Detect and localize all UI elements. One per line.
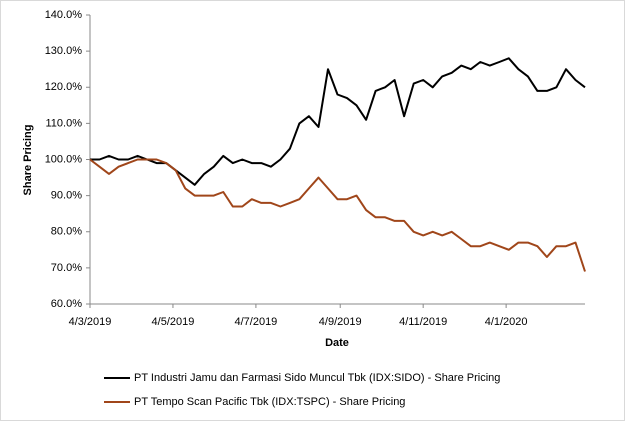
y-tick-label: 140.0% — [45, 9, 83, 21]
legend-label: PT Tempo Scan Pacific Tbk (IDX:TSPC) - S… — [134, 396, 405, 408]
x-tick-label: 4/1/2020 — [485, 316, 528, 328]
y-axis-title: Share Pricing — [22, 125, 34, 196]
y-tick-label: 100.0% — [45, 153, 83, 165]
y-tick-label: 130.0% — [45, 45, 83, 57]
x-axis-title: Date — [325, 337, 349, 349]
y-tick-label: 80.0% — [51, 226, 82, 238]
y-tick-label: 120.0% — [45, 81, 83, 93]
y-tick-label: 70.0% — [51, 262, 82, 274]
y-tick-label: 90.0% — [51, 190, 82, 202]
legend-label: PT Industri Jamu dan Farmasi Sido Muncul… — [134, 372, 500, 384]
x-tick-label: 4/3/2019 — [69, 316, 112, 328]
y-tick-label: 60.0% — [51, 298, 82, 310]
x-tick-label: 4/7/2019 — [234, 316, 277, 328]
x-tick-label: 4/5/2019 — [152, 316, 195, 328]
x-tick-label: 4/9/2019 — [319, 316, 362, 328]
x-tick-label: 4/11/2019 — [399, 316, 447, 328]
series-line — [89, 158, 586, 272]
y-tick-label: 110.0% — [46, 117, 83, 129]
